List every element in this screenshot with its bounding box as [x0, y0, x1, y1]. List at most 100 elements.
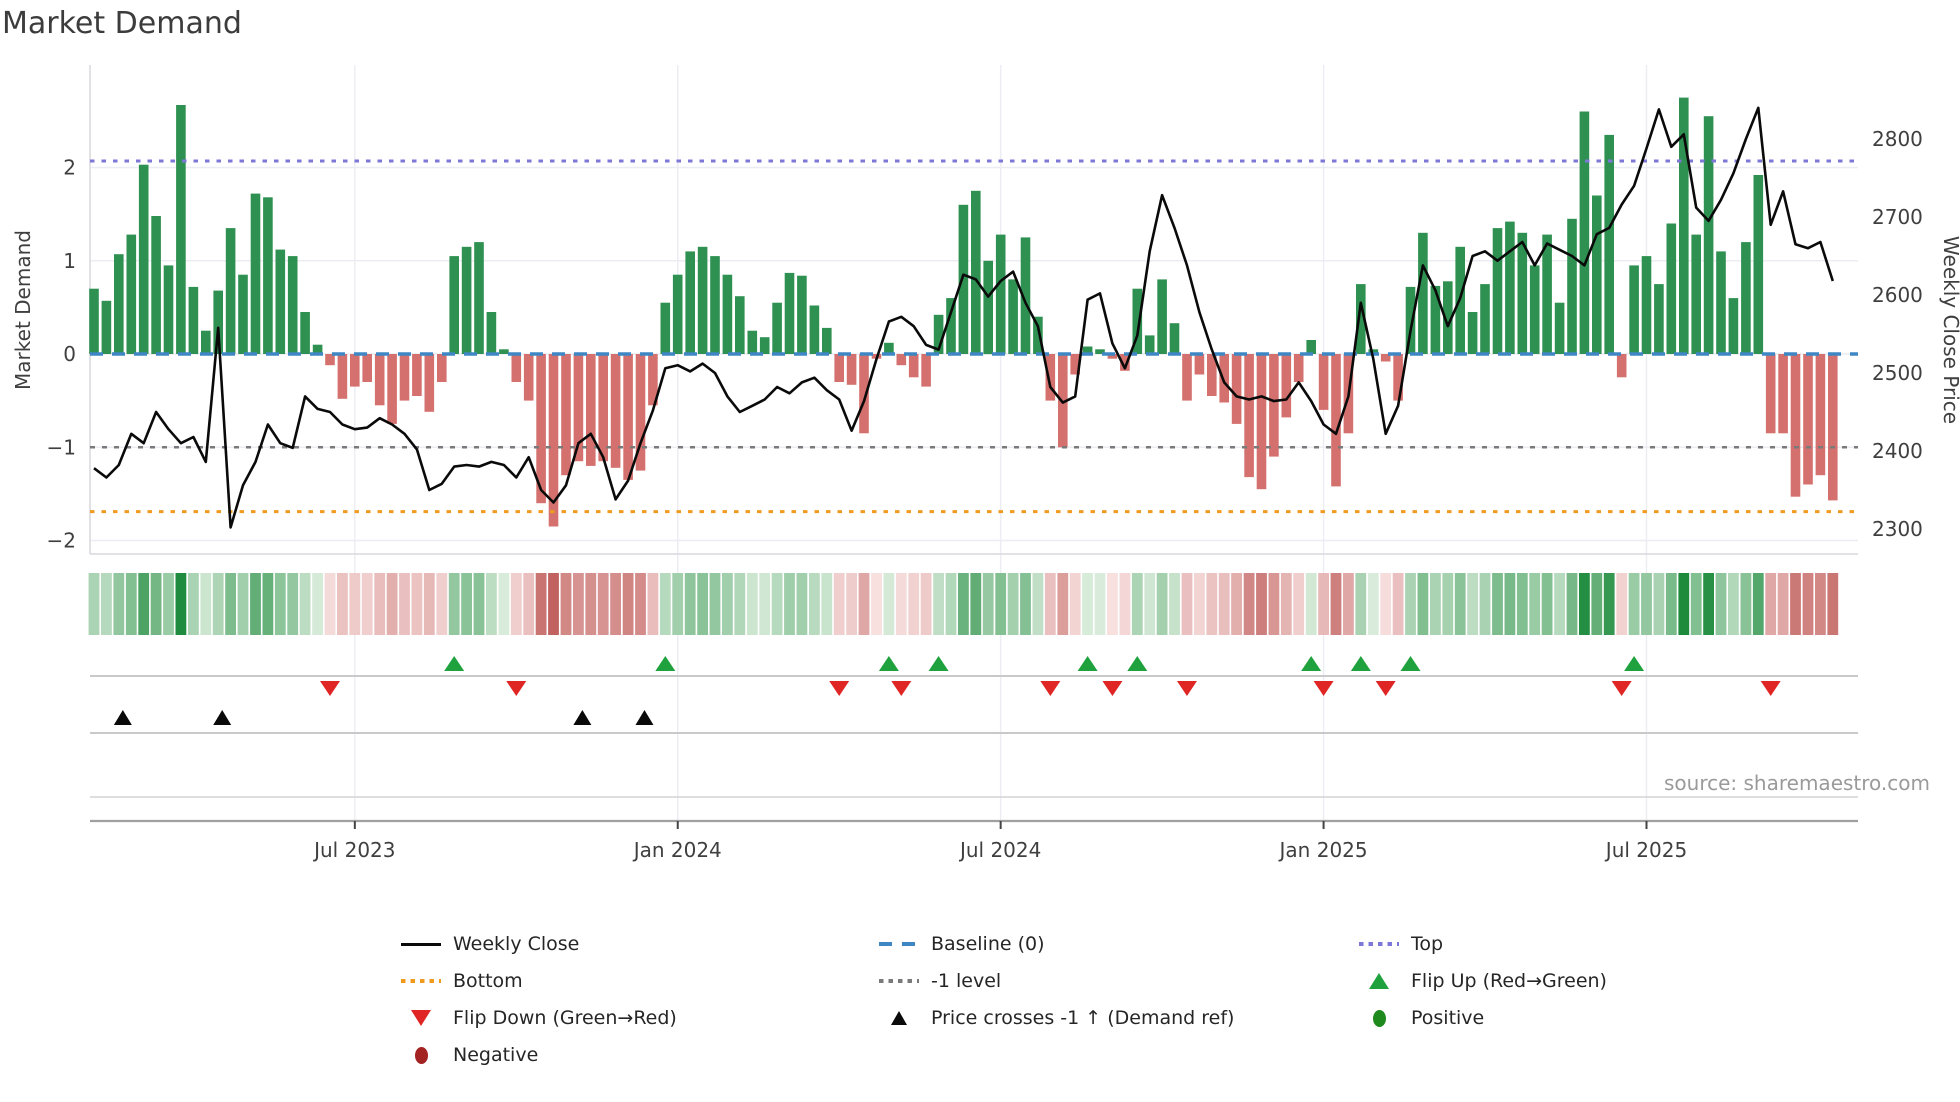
- heatmap-cell: [188, 573, 199, 635]
- demand-bar: [1753, 175, 1764, 354]
- demand-bar: [685, 251, 695, 354]
- negative-circle-icon: [414, 1046, 428, 1064]
- right-tick-label: 2400: [1872, 439, 1923, 463]
- heatmap-cell: [237, 573, 249, 635]
- heatmap-cell: [486, 573, 497, 635]
- heatmap-cell: [945, 573, 957, 635]
- heatmap-cell: [386, 573, 398, 635]
- demand-bar: [1679, 97, 1689, 354]
- price-cross-marker: [573, 710, 592, 725]
- demand-bar: [1741, 242, 1751, 354]
- heatmap-cell: [995, 573, 1007, 635]
- demand-bar: [859, 354, 869, 434]
- demand-bar: [1691, 234, 1701, 354]
- heatmap-cell: [1653, 573, 1665, 635]
- demand-bar: [511, 354, 522, 382]
- heatmap-cell: [1218, 573, 1230, 635]
- heatmap-cell: [212, 573, 224, 635]
- heatmap-cell: [982, 573, 994, 635]
- heatmap-cell: [287, 573, 299, 635]
- x-tick-label: Jan 2025: [1278, 838, 1368, 862]
- legend-item-price-cross: Price crosses -1 ↑ (Demand ref): [876, 1005, 1234, 1031]
- heatmap-cell: [1094, 573, 1106, 635]
- demand-bar: [735, 296, 745, 354]
- demand-bar: [561, 354, 571, 476]
- demand-bar: [797, 275, 807, 354]
- heatmap-cell: [1007, 573, 1019, 635]
- heatmap-cell: [1355, 573, 1367, 635]
- source-note: source: sharemaestro.com: [1664, 771, 1930, 795]
- heatmap-cell: [1268, 573, 1280, 635]
- flip-up-triangle-icon: [1369, 973, 1389, 989]
- gridlines: [90, 65, 1858, 821]
- heatmap-cell: [1380, 573, 1392, 635]
- heatmap-cell: [510, 573, 522, 635]
- demand-bar: [350, 354, 360, 387]
- heatmap-cell: [635, 573, 646, 635]
- flip-up-marker: [878, 656, 899, 671]
- demand-bar: [623, 354, 633, 480]
- demand-bar: [1567, 218, 1577, 354]
- heatmap-cell: [1256, 573, 1267, 635]
- heatmap-cell: [250, 573, 261, 635]
- demand-bar: [1803, 354, 1813, 485]
- flip-down-marker: [1176, 681, 1197, 696]
- heatmap-cell: [1343, 573, 1354, 635]
- demand-bar: [325, 354, 335, 366]
- demand-bar: [449, 256, 459, 354]
- heatmap-cell: [399, 573, 410, 635]
- heatmap-cell: [1728, 573, 1739, 635]
- demand-bar: [1219, 354, 1229, 403]
- heatmap-cell: [1107, 573, 1118, 635]
- demand-bar: [499, 349, 509, 354]
- heatmap-cell: [1628, 573, 1640, 635]
- demand-bar: [300, 312, 310, 354]
- heatmap-cell: [523, 573, 535, 635]
- heatmap-cell: [883, 573, 895, 635]
- heatmap-cell: [784, 573, 795, 635]
- demand-bar: [1107, 354, 1118, 359]
- positive-circle-icon: [1372, 1009, 1386, 1027]
- left-tick-label: −2: [47, 529, 76, 553]
- demand-bar: [1293, 354, 1304, 382]
- weekly-close-line: [93, 106, 1835, 529]
- demand-bar: [1231, 354, 1242, 424]
- demand-bar: [1368, 349, 1379, 354]
- heatmap-cell: [622, 573, 634, 635]
- flip-up-marker: [1301, 656, 1322, 671]
- left-tick-label: −1: [47, 435, 76, 459]
- heatmap-cell: [138, 573, 150, 635]
- legend-item-flip-up: Flip Up (Red→Green): [1356, 968, 1607, 994]
- demand-bar: [337, 354, 348, 399]
- demand-bar: [1095, 349, 1105, 354]
- heatmap-cell: [1305, 573, 1317, 635]
- heatmap-cell: [274, 573, 286, 635]
- demand-bar: [908, 354, 919, 378]
- demand-bar: [933, 314, 944, 354]
- heatmap-cell: [858, 573, 870, 635]
- flip-down-marker: [1102, 681, 1123, 696]
- demand-bar: [921, 354, 931, 387]
- demand-bar: [772, 302, 782, 354]
- price-cross-marker: [113, 710, 132, 725]
- heatmap-cell: [1740, 573, 1752, 635]
- legend-item-positive: Positive: [1356, 1005, 1484, 1031]
- heatmap-cell: [597, 573, 609, 635]
- heatmap-cell: [1504, 573, 1516, 635]
- demand-bar: [1765, 354, 1776, 434]
- demand-bar: [995, 234, 1006, 354]
- demand-bar: [1629, 265, 1639, 354]
- heatmap-cell: [610, 573, 621, 635]
- demand-bar: [1492, 228, 1503, 354]
- heatmap-cell: [672, 573, 684, 635]
- demand-bar: [1144, 335, 1155, 355]
- demand-bar: [225, 228, 236, 354]
- demand-bar: [971, 190, 981, 354]
- demand-bar: [387, 354, 397, 424]
- heatmap-cell: [585, 573, 597, 635]
- marker-panel-lines: [90, 675, 1858, 823]
- heatmap-cell: [1156, 573, 1168, 635]
- heatmap-cell: [1703, 573, 1714, 635]
- right-tick-label: 2500: [1872, 361, 1923, 385]
- demand-bar: [1616, 354, 1627, 378]
